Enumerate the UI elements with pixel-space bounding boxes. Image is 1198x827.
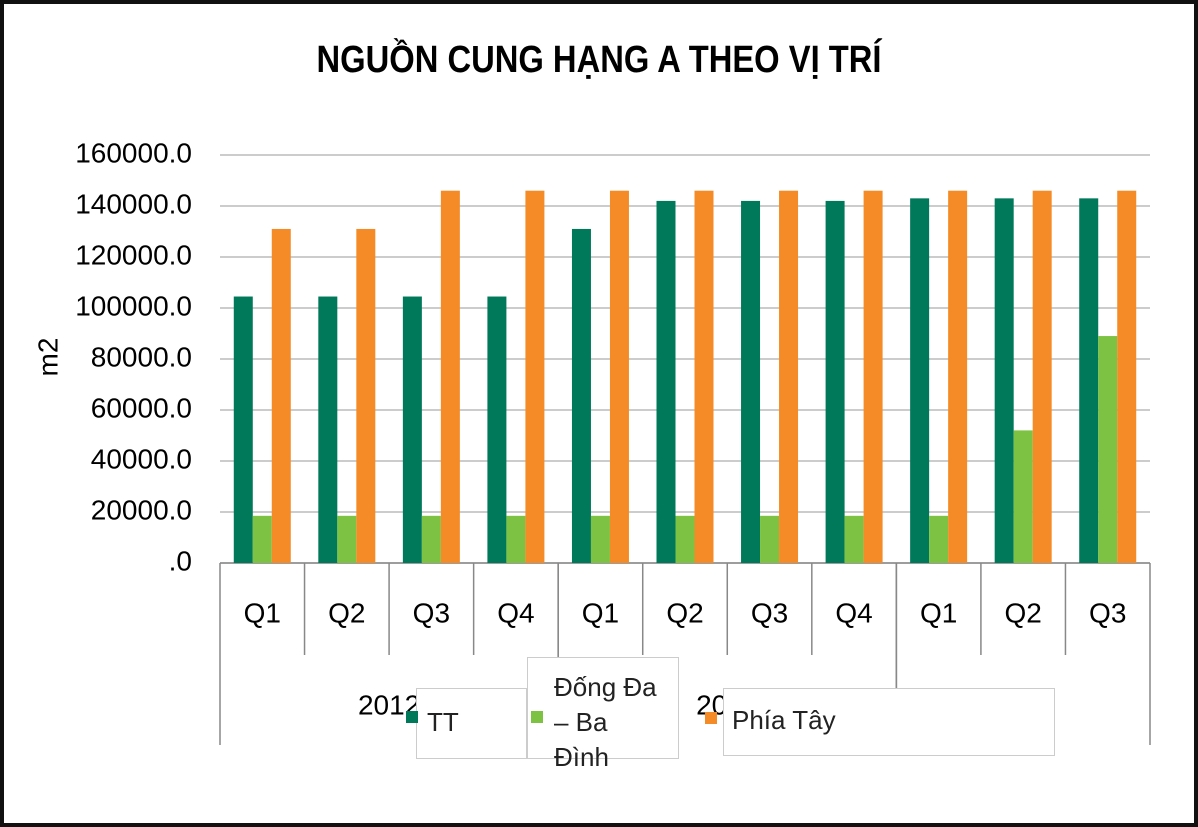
y-tick-label: 100000.0 bbox=[75, 290, 192, 321]
bar bbox=[609, 190, 629, 563]
bar bbox=[825, 200, 845, 563]
bar bbox=[760, 515, 780, 563]
legend-marker bbox=[705, 712, 717, 724]
bar bbox=[525, 190, 545, 563]
bar bbox=[656, 200, 676, 563]
bar bbox=[1117, 190, 1137, 563]
bar bbox=[318, 296, 338, 563]
legend-label: TT bbox=[427, 707, 459, 737]
x-tick-label: Q1 bbox=[920, 597, 957, 628]
legend-label: Đống Đa – Ba Đình bbox=[554, 672, 657, 772]
bar bbox=[252, 515, 272, 563]
bar bbox=[402, 296, 422, 563]
chart-title: NGUỒN CUNG HẠNG A THEO VỊ TRÍ bbox=[317, 37, 883, 81]
bar bbox=[571, 228, 591, 563]
bar bbox=[910, 198, 930, 563]
x-tick-label: Q4 bbox=[497, 597, 534, 628]
legend-marker bbox=[406, 711, 418, 723]
x-tick-label: Q1 bbox=[244, 597, 281, 628]
legend-box: TT bbox=[416, 688, 527, 759]
bar bbox=[929, 515, 949, 563]
bar bbox=[356, 228, 376, 563]
bar bbox=[1013, 430, 1033, 563]
x-tick-label: Q1 bbox=[582, 597, 619, 628]
bar bbox=[1079, 198, 1099, 563]
x-tick-label: Q2 bbox=[666, 597, 703, 628]
bar bbox=[271, 228, 291, 563]
bar bbox=[741, 200, 761, 563]
y-tick-label: 20000.0 bbox=[91, 494, 192, 525]
x-tick-label: Q4 bbox=[835, 597, 872, 628]
bar bbox=[779, 190, 799, 563]
bar bbox=[1032, 190, 1052, 563]
legend-marker bbox=[531, 711, 543, 723]
y-tick-label: 40000.0 bbox=[91, 443, 192, 474]
y-tick-label: 160000.0 bbox=[75, 137, 192, 168]
bar bbox=[233, 296, 253, 563]
bar bbox=[590, 515, 610, 563]
bar bbox=[337, 515, 357, 563]
bar bbox=[675, 515, 695, 563]
y-tick-label: .0 bbox=[169, 545, 192, 576]
bar bbox=[421, 515, 441, 563]
bar bbox=[948, 190, 968, 563]
y-tick-label: 60000.0 bbox=[91, 392, 192, 423]
legend-box: Phía Tây bbox=[723, 688, 1055, 756]
x-tick-label: Q3 bbox=[1089, 597, 1126, 628]
bar bbox=[694, 190, 714, 563]
legend-box: Đống Đa – Ba Đình bbox=[527, 657, 679, 772]
legend-label: Phía Tây bbox=[732, 705, 836, 735]
x-tick-label: Q3 bbox=[751, 597, 788, 628]
bar bbox=[994, 198, 1014, 563]
x-tick-label: Q2 bbox=[328, 597, 365, 628]
bar bbox=[1098, 336, 1118, 563]
bar bbox=[487, 296, 507, 563]
x-tick-label: Q3 bbox=[413, 597, 450, 628]
bar bbox=[440, 190, 460, 563]
bar bbox=[506, 515, 526, 563]
bar bbox=[863, 190, 883, 563]
y-tick-label: 80000.0 bbox=[91, 341, 192, 372]
bar bbox=[844, 515, 864, 563]
y-tick-label: 140000.0 bbox=[75, 188, 192, 219]
x-tick-label: Q2 bbox=[1005, 597, 1042, 628]
y-axis-label: m2 bbox=[32, 338, 63, 377]
y-tick-label: 120000.0 bbox=[75, 239, 192, 270]
